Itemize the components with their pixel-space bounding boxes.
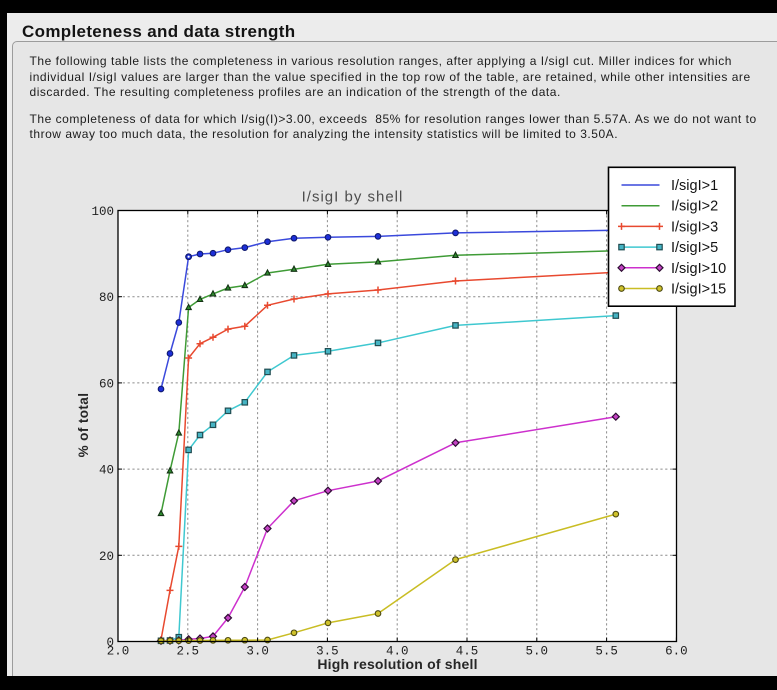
svg-text:5.0: 5.0 (526, 645, 549, 659)
svg-text:6.0: 6.0 (665, 645, 688, 659)
svg-text:4.5: 4.5 (456, 645, 479, 659)
svg-text:2.0: 2.0 (107, 645, 130, 659)
svg-text:% of total: % of total (76, 393, 91, 458)
svg-text:I/sigI>15: I/sigI>15 (671, 282, 726, 298)
svg-text:100: 100 (91, 205, 114, 219)
svg-text:High resolution of shell: High resolution of shell (317, 656, 477, 672)
svg-text:I/sigI>5: I/sigI>5 (671, 240, 718, 256)
svg-text:5.5: 5.5 (595, 645, 618, 659)
svg-text:I/sigI>1: I/sigI>1 (671, 178, 718, 194)
svg-text:3.0: 3.0 (246, 645, 269, 659)
svg-text:3.5: 3.5 (316, 645, 339, 659)
svg-text:0: 0 (106, 636, 114, 650)
svg-text:I/sigI by shell: I/sigI by shell (302, 189, 404, 206)
svg-text:I/sigI>10: I/sigI>10 (671, 261, 726, 277)
svg-text:4.0: 4.0 (386, 645, 409, 659)
svg-text:80: 80 (99, 291, 114, 305)
svg-text:60: 60 (99, 377, 114, 391)
svg-text:20: 20 (99, 550, 114, 564)
svg-text:2.5: 2.5 (177, 645, 200, 659)
svg-text:40: 40 (99, 464, 114, 478)
svg-text:I/sigI>2: I/sigI>2 (671, 199, 718, 215)
svg-text:I/sigI>3: I/sigI>3 (671, 219, 718, 235)
